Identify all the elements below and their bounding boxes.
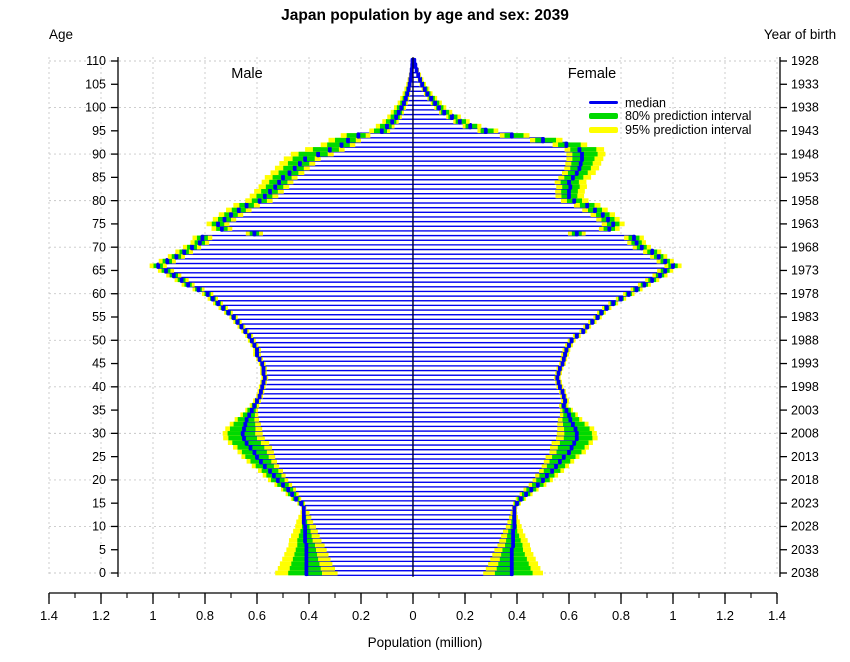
population-tick-label: 1.2 — [716, 608, 734, 623]
year-tick-label: 1943 — [791, 124, 819, 138]
year-tick-label: 1933 — [791, 77, 819, 91]
population-tick-label: 1.4 — [40, 608, 58, 623]
year-tick-label: 1993 — [791, 357, 819, 371]
age-tick-label: 105 — [85, 77, 106, 91]
age-tick-label: 10 — [92, 520, 106, 534]
age-tick-label: 35 — [92, 403, 106, 417]
age-tick-label: 0 — [99, 566, 106, 580]
age-tick-label: 85 — [92, 171, 106, 185]
legend-label: median — [625, 95, 666, 110]
age-axis-title: Age — [48, 27, 74, 42]
year-tick-label: 1938 — [791, 101, 819, 115]
male-label: Male — [231, 66, 263, 82]
population-tick-label: 0.4 — [300, 608, 318, 623]
population-tick-label: 0.8 — [612, 608, 630, 623]
age-tick-label: 20 — [92, 473, 106, 487]
population-tick-label: 0.2 — [352, 608, 370, 623]
legend-label: 95% prediction interval — [625, 122, 752, 137]
year-tick-label: 2008 — [791, 427, 819, 441]
year-tick-label: 2023 — [791, 496, 819, 510]
age-tick-label: 45 — [92, 357, 106, 371]
age-tick-label: 70 — [92, 240, 106, 254]
age-tick-label: 65 — [92, 264, 106, 278]
year-tick-label: 1953 — [791, 171, 819, 185]
year-tick-label: 1948 — [791, 147, 819, 161]
population-tick-label: 1 — [149, 608, 156, 623]
age-tick-label: 50 — [92, 333, 106, 347]
legend-swatch-icon — [589, 101, 618, 105]
year-tick-label: 2028 — [791, 520, 819, 534]
age-tick-label: 55 — [92, 310, 106, 324]
year-tick-label: 1973 — [791, 264, 819, 278]
year-tick-label: 2018 — [791, 473, 819, 487]
chart-title: Japan population by age and sex: 2039 — [281, 7, 569, 24]
population-tick-label: 0.6 — [248, 608, 266, 623]
year-tick-label: 2038 — [791, 566, 819, 580]
legend-swatch-icon — [589, 126, 618, 133]
population-tick-label: 1.4 — [768, 608, 786, 623]
age-tick-label: 80 — [92, 194, 106, 208]
year-tick-label: 1978 — [791, 287, 819, 301]
population-tick-label: 1 — [669, 608, 676, 623]
age-tick-label: 90 — [92, 147, 106, 161]
age-tick-label: 5 — [99, 543, 106, 557]
legend: median 80% prediction interval 95% predict… — [589, 96, 751, 137]
age-axis: 0 5 10 15 20 25 30 35 40 45 50 55 60 65 70 75 80 85 90 95 10… — [85, 54, 119, 580]
year-tick-label: 1963 — [791, 217, 819, 231]
year-tick-label: 1988 — [791, 333, 819, 347]
year-tick-label: 2013 — [791, 450, 819, 464]
year-tick-label: 2003 — [791, 403, 819, 417]
year-axis-title: Year of birth — [763, 27, 837, 42]
year-tick-label: 1958 — [791, 194, 819, 208]
population-tick-label: 0.4 — [508, 608, 526, 623]
male-bars — [149, 57, 415, 577]
legend-item-2: 95% prediction interval — [589, 123, 751, 137]
year-axis: 2038 2033 2028 2023 2018 2013 2008 2003 1998 1993… — [779, 54, 819, 580]
legend-label: 80% prediction interval — [625, 109, 752, 124]
population-tick-label: 0 — [409, 608, 416, 623]
population-axis: 1.4 1.2 1 0.8 0.6 0.4 0.2 0 0.2 0.4 0.6 0.8 1 1.2 1.4 — [40, 592, 786, 623]
year-tick-label: 1928 — [791, 54, 819, 68]
female-label: Female — [567, 66, 617, 82]
age-tick-label: 40 — [92, 380, 106, 394]
legend-item-0: median — [589, 96, 751, 110]
age-tick-label: 110 — [86, 54, 106, 68]
age-tick-label: 30 — [92, 427, 106, 441]
year-tick-label: 1998 — [791, 380, 819, 394]
population-tick-label: 0.8 — [196, 608, 214, 623]
population-tick-label: 1.2 — [92, 608, 110, 623]
age-tick-label: 75 — [92, 217, 106, 231]
population-tick-label: 0.2 — [456, 608, 474, 623]
legend-swatch-icon — [589, 113, 618, 120]
female-bars — [412, 57, 682, 577]
age-tick-label: 95 — [92, 124, 106, 138]
year-tick-label: 1968 — [791, 240, 819, 254]
age-tick-label: 60 — [92, 287, 106, 301]
legend-item-1: 80% prediction interval — [589, 109, 752, 124]
x-axis-title: Population (million) — [367, 635, 483, 650]
year-tick-label: 1983 — [791, 310, 819, 324]
population-tick-label: 0.6 — [560, 608, 578, 623]
year-tick-label: 2033 — [791, 543, 819, 557]
age-tick-label: 15 — [92, 496, 106, 510]
age-tick-label: 25 — [92, 450, 106, 464]
age-tick-label: 100 — [85, 101, 106, 115]
